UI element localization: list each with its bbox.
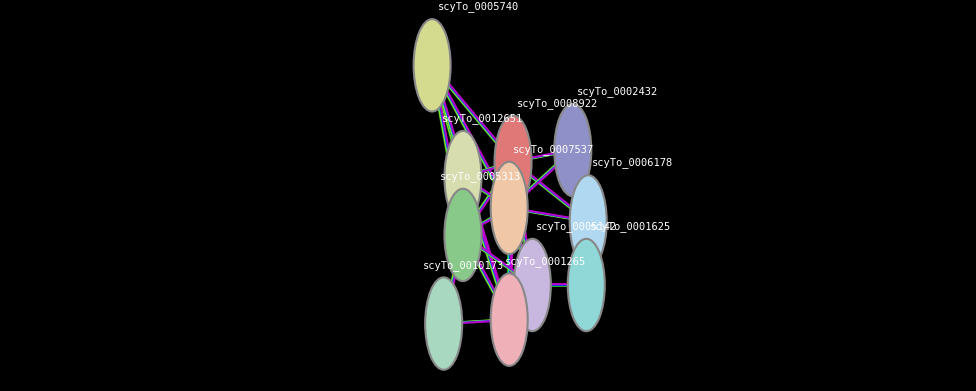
Ellipse shape bbox=[568, 239, 605, 331]
Text: scyTo_0001625: scyTo_0001625 bbox=[590, 221, 671, 232]
Text: scyTo_0002432: scyTo_0002432 bbox=[577, 86, 658, 97]
Text: scyTo_0006178: scyTo_0006178 bbox=[592, 158, 673, 169]
Ellipse shape bbox=[495, 115, 532, 208]
Ellipse shape bbox=[444, 189, 481, 281]
Ellipse shape bbox=[554, 104, 591, 196]
Text: scyTo_0007537: scyTo_0007537 bbox=[513, 144, 594, 155]
Text: scyTo_0012651: scyTo_0012651 bbox=[442, 113, 523, 124]
Ellipse shape bbox=[426, 277, 463, 370]
Ellipse shape bbox=[491, 274, 528, 366]
Ellipse shape bbox=[570, 175, 607, 267]
Ellipse shape bbox=[444, 131, 481, 223]
Ellipse shape bbox=[414, 19, 451, 111]
Text: scyTo_0008922: scyTo_0008922 bbox=[517, 98, 598, 109]
Text: scyTo_0005740: scyTo_0005740 bbox=[438, 2, 519, 13]
Ellipse shape bbox=[491, 162, 528, 254]
Ellipse shape bbox=[513, 239, 550, 331]
Text: scyTo_0005313: scyTo_0005313 bbox=[440, 171, 521, 182]
Text: scyTo_0005142: scyTo_0005142 bbox=[536, 221, 618, 232]
Text: scyTo_0010173: scyTo_0010173 bbox=[423, 260, 504, 271]
Text: scyTo_0001265: scyTo_0001265 bbox=[506, 256, 587, 267]
